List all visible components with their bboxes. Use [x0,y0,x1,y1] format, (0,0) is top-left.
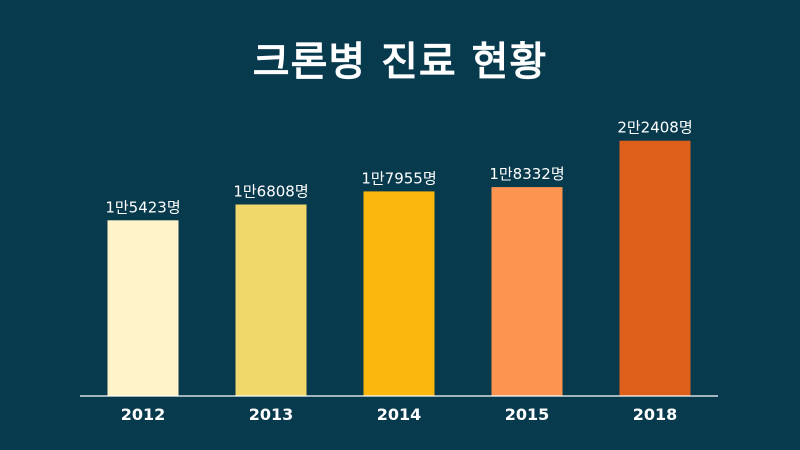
value-label-2014: 1만7955명 [361,169,436,187]
bar-2015 [491,187,563,396]
x-tick-2012: 2012 [121,405,166,424]
bar-2018 [619,140,691,396]
x-tick-2015: 2015 [505,405,550,424]
bar-2012 [107,220,179,396]
bar-2013 [235,204,307,396]
value-label-2013: 1만6808명 [233,183,308,201]
x-tick-2018: 2018 [633,405,678,424]
value-label-2015: 1만8332명 [489,165,564,183]
value-label-2012: 1만5423명 [105,198,180,216]
value-label-2018: 2만2408명 [617,119,692,137]
x-tick-2013: 2013 [249,405,294,424]
x-tick-2014: 2014 [377,405,422,424]
chart-title: 크론병 진료 현황 [252,39,548,85]
bar-2014 [363,191,435,396]
